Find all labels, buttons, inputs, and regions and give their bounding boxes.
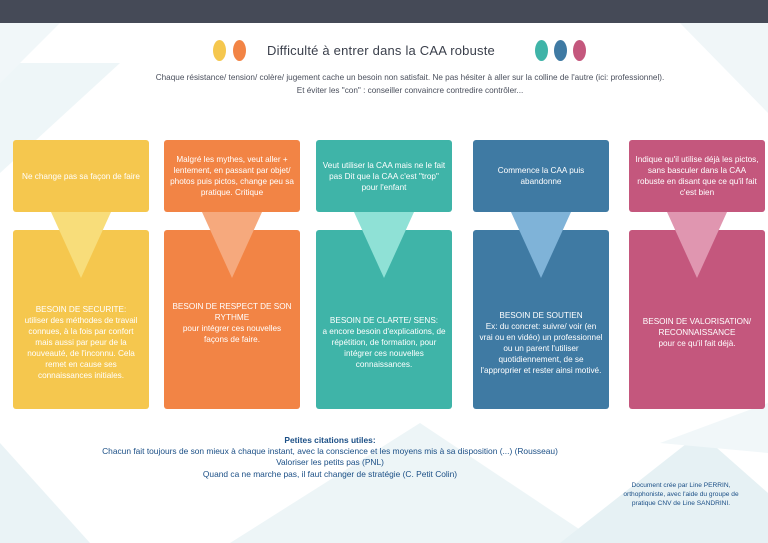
subtitle: Chaque résistance/ tension/ colère/ juge…: [60, 72, 760, 97]
column-1-difficulty: Ne change pas sa façon de faire: [13, 140, 149, 212]
column-3-difficulty: Veut utiliser la CAA mais ne le fait pas…: [316, 140, 452, 212]
column-1-difficulty-text: Ne change pas sa façon de faire: [22, 171, 140, 181]
column-5-difficulty-text: Indique qu'il utilise déjà les pictos, s…: [635, 155, 759, 197]
citation-3: Quand ca ne marche pas, il faut changer …: [202, 468, 458, 479]
top-bar: [0, 0, 768, 23]
credit: Document crée par Line PERRIN, orthophon…: [596, 482, 766, 508]
column-4-need-text: Ex: du concret: suivre/ voir (en vrai ou…: [479, 321, 603, 375]
column-2-arrow: [202, 212, 262, 278]
citations-heading: Petites citations utiles:: [284, 435, 376, 445]
pink-dot: [573, 40, 586, 61]
column-4-arrow: [511, 212, 571, 278]
credit-line-3: pratique CNV de Line SANDRINI.: [631, 499, 731, 507]
column-1-arrow: [51, 212, 111, 278]
column-4-difficulty-text: Commence la CAA puis abandonne: [497, 166, 585, 186]
title-row: Difficulté à entrer dans la CAA robuste: [0, 38, 768, 64]
column-3-need: BESOIN DE CLARTE/ SENS: a encore besoin …: [316, 230, 452, 409]
column-5-need-text: pour ce qu'il fait déjà.: [658, 339, 736, 348]
teal-dot: [535, 40, 548, 61]
column-5-difficulty: Indique qu'il utilise déjà les pictos, s…: [629, 140, 765, 212]
column-4-difficulty: Commence la CAA puis abandonne: [473, 140, 609, 212]
column-2-difficulty: Malgré les mythes, veut aller + lentemen…: [164, 140, 300, 212]
orange-dot: [233, 40, 246, 61]
column-2-difficulty-text: Malgré les mythes, veut aller + lentemen…: [170, 155, 294, 197]
credit-line-2: orthophoniste, avec l'aide du groupe de: [623, 490, 739, 498]
citations: Petites citations utiles: Chacun fait to…: [60, 435, 600, 480]
column-1-need-title: BESOIN DE SECURITE:: [35, 305, 127, 314]
subtitle-line-1: Chaque résistance/ tension/ colère/ juge…: [155, 73, 665, 82]
citation-2: Valoriser les petits pas (PNL): [276, 457, 384, 468]
blue-dot: [554, 40, 567, 61]
column-3-arrow: [354, 212, 414, 278]
subtitle-line-2: Et éviter les "con" : conseiller convain…: [296, 85, 524, 95]
column-1-need-text: utiliser des méthodes de travail connues…: [24, 316, 138, 380]
yellow-dot: [213, 40, 226, 61]
page-title: Difficulté à entrer dans la CAA robuste: [267, 43, 495, 58]
column-5-arrow: [667, 212, 727, 278]
column-3-need-title: BESOIN DE CLARTE/ SENS:: [329, 316, 439, 325]
column-3-need-text: a encore besoin d'explications, de répét…: [322, 327, 446, 369]
column-3-difficulty-text: Veut utiliser la CAA mais ne le fait pas…: [322, 160, 446, 192]
column-2-need-text: pour intégrer ces nouvelles façons de fa…: [182, 323, 282, 344]
column-4-need-title: BESOIN DE SOUTIEN: [499, 310, 583, 320]
column-5-need-title: BESOIN DE VALORISATION/ RECONNAISSANCE: [642, 317, 752, 337]
column-2-need-title: BESOIN DE RESPECT DE SON RYTHME: [172, 301, 292, 322]
citation-1: Chacun fait toujours de son mieux à chaq…: [102, 446, 558, 457]
credit-line-1: Document crée par Line PERRIN,: [631, 482, 731, 489]
